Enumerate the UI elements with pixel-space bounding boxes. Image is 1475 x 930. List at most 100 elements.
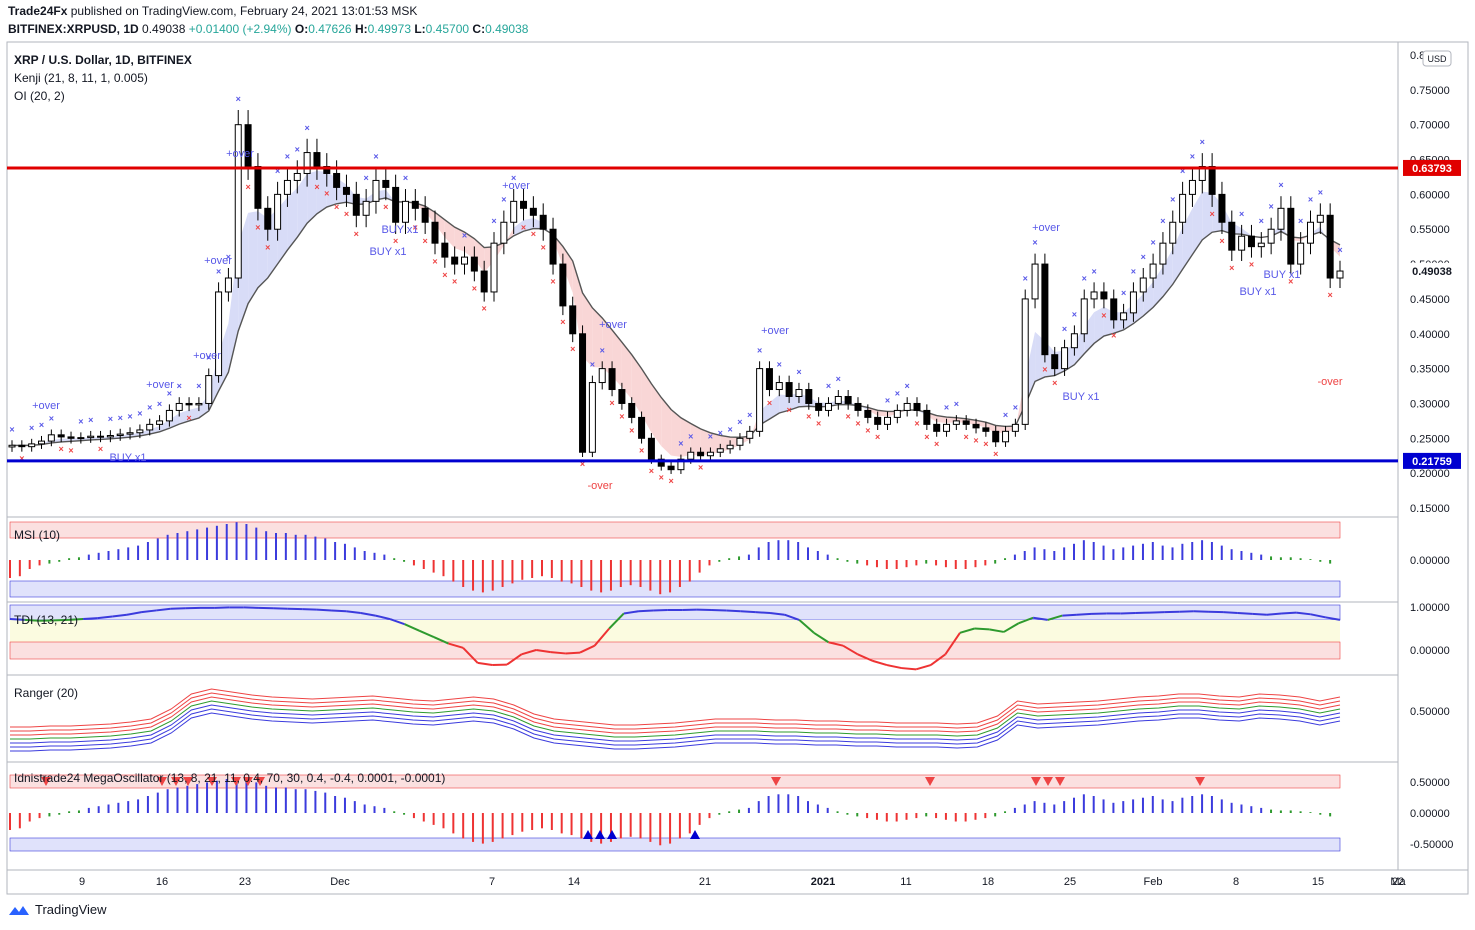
marker-up: × <box>108 414 113 424</box>
price-tick-label: 0.30000 <box>1410 398 1450 410</box>
tdi-line-segment <box>755 611 771 615</box>
marker-up: × <box>196 381 201 391</box>
marker-up: × <box>777 360 782 370</box>
marker-down: × <box>324 189 329 199</box>
tdi-axis-label: 1.00000 <box>1410 602 1450 614</box>
marker-down: × <box>354 229 359 239</box>
candle-body <box>165 409 173 422</box>
tdi-line-segment <box>404 623 420 632</box>
marker-up: × <box>796 367 801 377</box>
time-tick-label: 2021 <box>811 876 835 888</box>
candle-body <box>264 207 272 230</box>
ranger-pane <box>10 688 1341 752</box>
kenji-cloud-segment <box>936 415 947 423</box>
marker-up: × <box>1190 151 1195 161</box>
candle-body <box>372 179 380 202</box>
marker-up: × <box>491 216 496 226</box>
close-value: 0.49038 <box>485 22 529 36</box>
tdi-line-segment <box>1076 612 1092 616</box>
tradingview-footer[interactable]: TradingView <box>8 902 107 917</box>
marker-down: × <box>993 449 998 459</box>
tdi-axis-label: 0.00000 <box>1410 645 1450 657</box>
marker-down: × <box>914 418 919 428</box>
high-label: H: <box>354 22 368 36</box>
kenji-cloud-segment <box>1143 281 1154 316</box>
time-tick-label: 22 <box>1392 876 1404 888</box>
currency-badge[interactable] <box>1422 50 1452 67</box>
marker-down: × <box>265 243 270 253</box>
kenji-cloud-segment <box>779 394 790 414</box>
marker-down: × <box>482 304 487 314</box>
marker-up: × <box>157 399 162 409</box>
marker-down: × <box>59 444 64 454</box>
candle-body <box>87 435 95 439</box>
candle-body <box>815 402 823 411</box>
marker-down: × <box>541 243 546 253</box>
tdi-line-segment <box>930 653 946 666</box>
tdi-low-zone <box>9 641 1341 660</box>
mega-label: Idnistrade24 MegaOscillator (13, 8, 21, … <box>14 771 445 785</box>
marker-down: × <box>1249 260 1254 270</box>
marker-down: × <box>1209 209 1214 219</box>
tdi-line-segment <box>1062 613 1077 617</box>
marker-up: × <box>1308 195 1313 205</box>
kenji-cloud-segment <box>179 409 190 425</box>
candle-body <box>943 423 951 432</box>
last-price-tag-bg <box>1403 262 1461 279</box>
marker-up: × <box>1121 288 1126 298</box>
kenji-cloud-segment <box>592 307 603 368</box>
candle-body <box>844 395 852 404</box>
mega-buy-triangle <box>607 830 617 839</box>
candle-body <box>1051 354 1059 370</box>
candle-body <box>992 430 1000 443</box>
candle-body <box>1090 291 1098 300</box>
ranger-band-line <box>10 712 1341 752</box>
candle-body <box>923 409 931 425</box>
marker-down: × <box>383 202 388 212</box>
candle-body <box>1169 221 1177 244</box>
candle-body <box>195 402 203 406</box>
ranger-axis-label: 0.50000 <box>1410 706 1450 718</box>
marker-down: × <box>580 459 585 469</box>
marker-up: × <box>905 381 910 391</box>
tdi-line-segment <box>1252 612 1267 616</box>
mega-sell-triangle <box>1055 777 1065 786</box>
kenji-cloud-segment <box>700 428 711 456</box>
candle-body <box>647 437 655 460</box>
marker-down: × <box>186 413 191 423</box>
candle-body <box>628 402 636 418</box>
marker-up: × <box>836 374 841 384</box>
candle-body <box>116 433 124 437</box>
candle-body <box>687 451 695 460</box>
symbol-line: BITFINEX:XRPUSD, 1D 0.49038 +0.01400 (+2… <box>8 22 528 36</box>
marker-up: × <box>1032 238 1037 248</box>
candle-body <box>677 458 685 471</box>
mega-sell-triangle <box>41 777 51 786</box>
close-label: C: <box>472 22 486 36</box>
candle-body <box>775 382 783 391</box>
marker-down: × <box>570 344 575 354</box>
time-tick-label: 14 <box>568 876 580 888</box>
tdi-line-segment <box>418 629 435 639</box>
currency-label[interactable]: USD <box>1427 54 1447 64</box>
marker-up: × <box>462 230 467 240</box>
candle-body <box>1159 242 1167 265</box>
marker-up: × <box>895 388 900 398</box>
tdi-line-segment <box>1032 616 1048 621</box>
tdi-line-segment <box>1047 614 1063 621</box>
candle-body <box>1336 270 1344 279</box>
over-up-annotation: +over <box>32 400 60 412</box>
price-tick-label: 0.75000 <box>1410 85 1450 97</box>
marker-up: × <box>295 144 300 154</box>
candle-body <box>913 402 921 411</box>
tdi-line-segment <box>433 636 449 645</box>
tdi-line-segment <box>141 609 157 614</box>
marker-down: × <box>1229 263 1234 273</box>
kenji-cloud-segment <box>316 170 327 214</box>
candle-body <box>1070 333 1078 349</box>
tdi-line-segment <box>521 649 537 656</box>
candle-body <box>726 444 734 450</box>
tdi-line-segment <box>959 627 975 634</box>
candle-body <box>1326 214 1334 279</box>
